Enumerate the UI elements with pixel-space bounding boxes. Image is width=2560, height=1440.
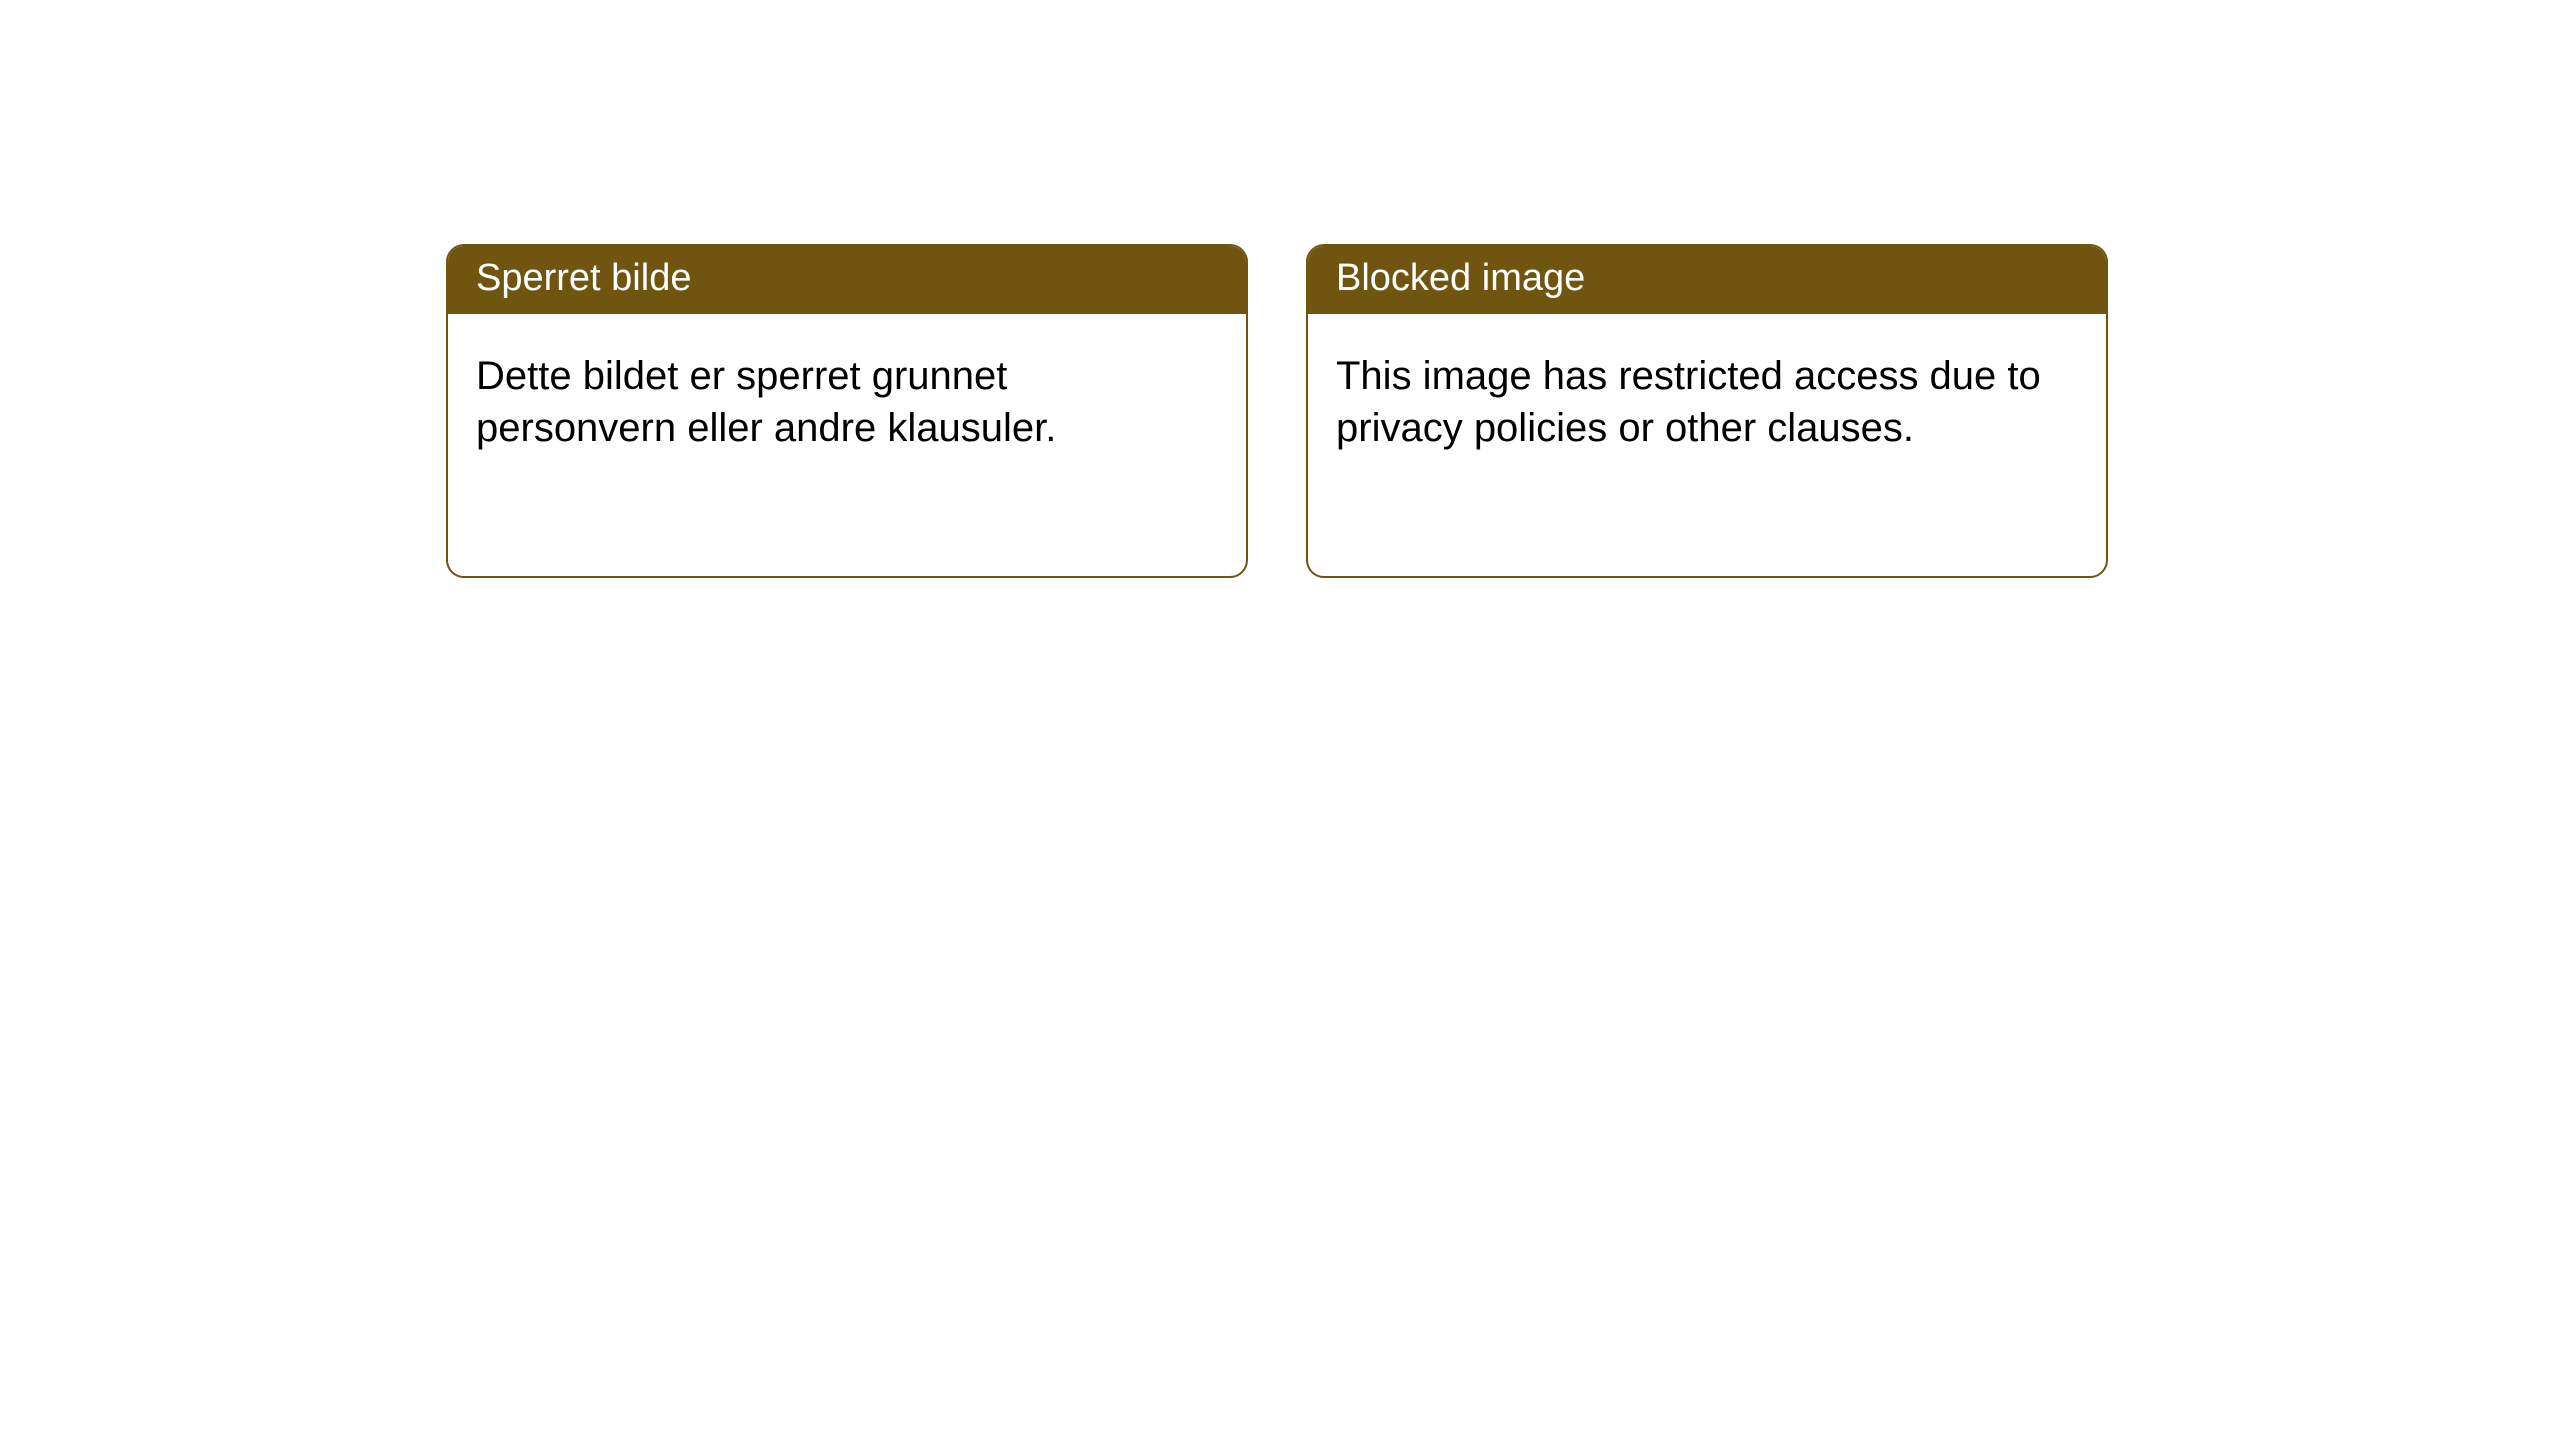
- card-english: Blocked image This image has restricted …: [1306, 244, 2108, 578]
- card-body-norwegian: Dette bildet er sperret grunnet personve…: [448, 314, 1246, 576]
- cards-container: Sperret bilde Dette bildet er sperret gr…: [446, 244, 2108, 578]
- card-header-norwegian: Sperret bilde: [448, 246, 1246, 314]
- card-body-english: This image has restricted access due to …: [1308, 314, 2106, 576]
- card-header-english: Blocked image: [1308, 246, 2106, 314]
- card-norwegian: Sperret bilde Dette bildet er sperret gr…: [446, 244, 1248, 578]
